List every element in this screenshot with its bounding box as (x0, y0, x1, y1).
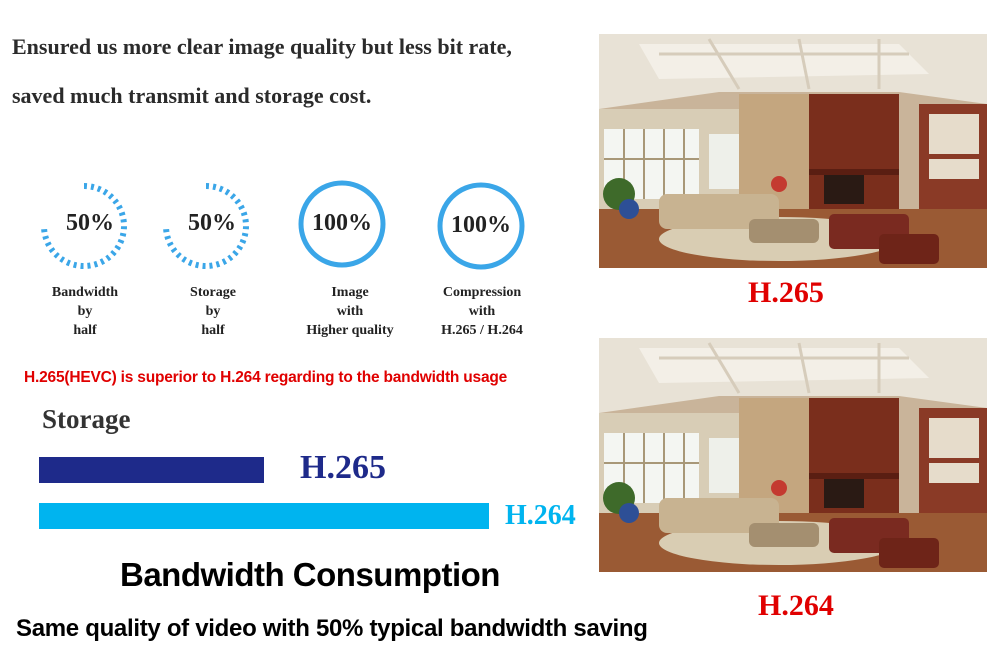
storage-bar-h264-label: H.264 (505, 500, 576, 531)
photo-caption-h264: H.264 (758, 589, 834, 622)
photo-caption-h265: H.265 (748, 276, 824, 309)
solid-ring-icon (437, 182, 525, 270)
stat-compression-caption: Compression with H.265 / H.264 (441, 285, 523, 338)
stat-bandwidth-caption: Bandwidth by half (51, 285, 119, 338)
bandwidth-title: Bandwidth Consumption (120, 556, 500, 593)
stat-compression-value: 100% (451, 212, 511, 238)
dotted-ring-icon (162, 182, 250, 270)
storage-bar-h265 (39, 457, 264, 483)
bandwidth-subtitle: Same quality of video with 50% typical b… (16, 615, 648, 642)
storage-title: Storage (42, 404, 131, 434)
stat-storage (162, 182, 250, 275)
stat-storage-caption: Storage by half (190, 285, 236, 338)
storage-bar-h265-label: H.265 (300, 449, 386, 486)
living-room-image (599, 34, 987, 268)
storage-bar-h264 (39, 503, 489, 529)
headline-line-2: saved much transmit and storage cost. (12, 83, 372, 108)
living-room-image (599, 338, 987, 572)
dotted-ring-icon (40, 182, 128, 270)
stat-image (298, 180, 386, 273)
stat-bandwidth-value: 50% (66, 210, 114, 236)
hevc-note: H.265(HEVC) is superior to H.264 regardi… (24, 369, 508, 386)
stat-image-caption: Image with Higher quality (306, 285, 394, 338)
stat-storage-value: 50% (188, 210, 236, 236)
stat-compression (437, 182, 525, 275)
solid-ring-icon (298, 180, 386, 268)
room-photo-h265 (599, 34, 987, 273)
stat-bandwidth (40, 182, 128, 275)
stat-image-value: 100% (312, 210, 372, 236)
room-photo-h264 (599, 338, 987, 577)
headline-line-1: Ensured us more clear image quality but … (12, 34, 512, 59)
